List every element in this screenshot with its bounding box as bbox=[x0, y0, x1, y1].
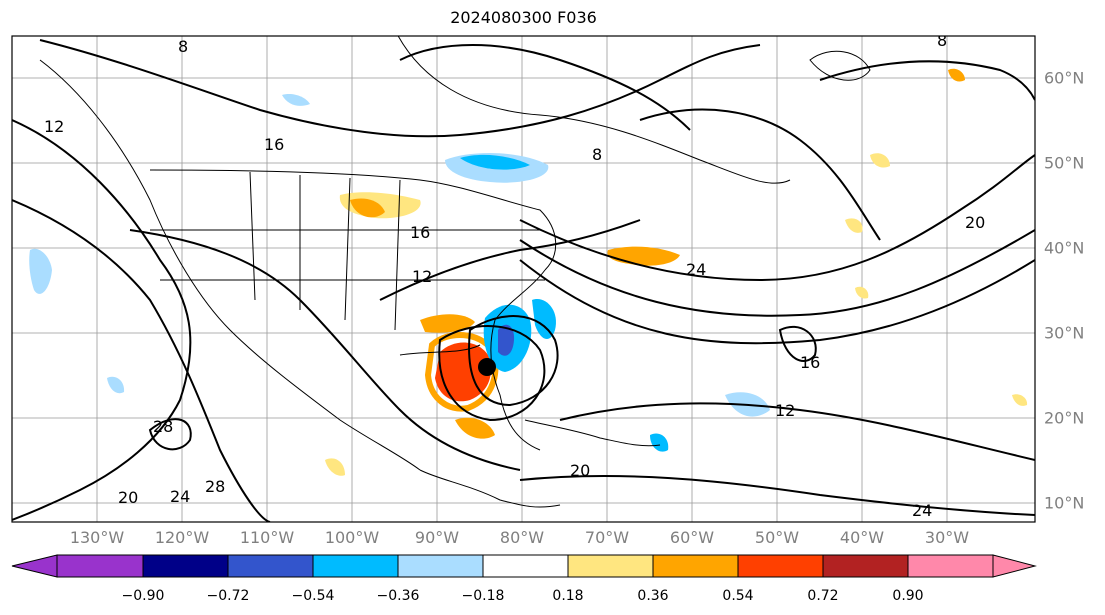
shaded-field bbox=[29, 68, 1028, 476]
graticule bbox=[12, 36, 1035, 522]
lon-label: 110°W bbox=[239, 528, 295, 547]
contour-label: 8 bbox=[178, 37, 188, 56]
lon-label: 60°W bbox=[669, 528, 715, 547]
lon-label: 30°W bbox=[924, 528, 970, 547]
map-frame bbox=[11, 35, 1036, 523]
contour-label: 12 bbox=[775, 401, 795, 420]
lat-label: 20°N bbox=[1044, 408, 1085, 428]
lon-label: 80°W bbox=[499, 528, 545, 547]
map-panel bbox=[12, 36, 1035, 522]
contours bbox=[12, 39, 1035, 522]
lat-label: 50°N bbox=[1044, 153, 1085, 173]
storm-center-marker bbox=[478, 358, 496, 376]
contour-label: 20 bbox=[118, 488, 138, 507]
contour-label: 16 bbox=[800, 353, 820, 372]
lat-label: 60°N bbox=[1044, 68, 1085, 88]
contour-label: 16 bbox=[410, 223, 430, 242]
contour-label: 20 bbox=[965, 213, 985, 232]
contour-label: 12 bbox=[44, 117, 64, 136]
contour-label: 8 bbox=[937, 31, 947, 50]
contour-label: 24 bbox=[170, 487, 190, 506]
contour-label: 28 bbox=[153, 417, 173, 436]
lon-label: 40°W bbox=[839, 528, 885, 547]
contour-label: 12 bbox=[412, 267, 432, 286]
colorbar-tick: 0.90 bbox=[892, 588, 924, 604]
lon-label: 70°W bbox=[584, 528, 630, 547]
lat-label: 30°N bbox=[1044, 323, 1085, 343]
lat-label: 10°N bbox=[1044, 493, 1085, 513]
colorbar-tick: 0.54 bbox=[722, 588, 754, 604]
colorbar bbox=[11, 554, 1037, 578]
contour-label: 20 bbox=[570, 461, 590, 480]
contour-label: 24 bbox=[912, 501, 932, 520]
lon-label: 50°W bbox=[754, 528, 800, 547]
colorbar-tick: 0.72 bbox=[807, 588, 839, 604]
lat-label: 40°N bbox=[1044, 238, 1085, 258]
colorbar-extend-high bbox=[992, 554, 1037, 578]
map-title: 2024080300 F036 bbox=[450, 8, 597, 27]
colorbar-tick: −0.36 bbox=[376, 588, 420, 604]
lon-label: 120°W bbox=[154, 528, 210, 547]
contour-label: 24 bbox=[686, 260, 706, 279]
colorbar-extend-low bbox=[11, 554, 58, 578]
coastlines bbox=[39, 36, 871, 508]
contour-labels: 8 12 16 20 24 28 8 12 16 20 24 28 8 12 1… bbox=[44, 31, 985, 520]
colorbar-tick: −0.54 bbox=[291, 588, 335, 604]
colorbar-tick: −0.72 bbox=[206, 588, 250, 604]
lon-label: 100°W bbox=[324, 528, 380, 547]
colorbar-tick: 0.36 bbox=[637, 588, 669, 604]
contour-label: 16 bbox=[264, 135, 284, 154]
contour-label: 8 bbox=[592, 145, 602, 164]
contour-label: 28 bbox=[205, 477, 225, 496]
colorbar-tick: −0.18 bbox=[461, 588, 505, 604]
colorbar-tick: −0.90 bbox=[121, 588, 165, 604]
colorbar-tick: 0.18 bbox=[552, 588, 584, 604]
lon-label: 90°W bbox=[414, 528, 460, 547]
lon-label: 130°W bbox=[69, 528, 125, 547]
